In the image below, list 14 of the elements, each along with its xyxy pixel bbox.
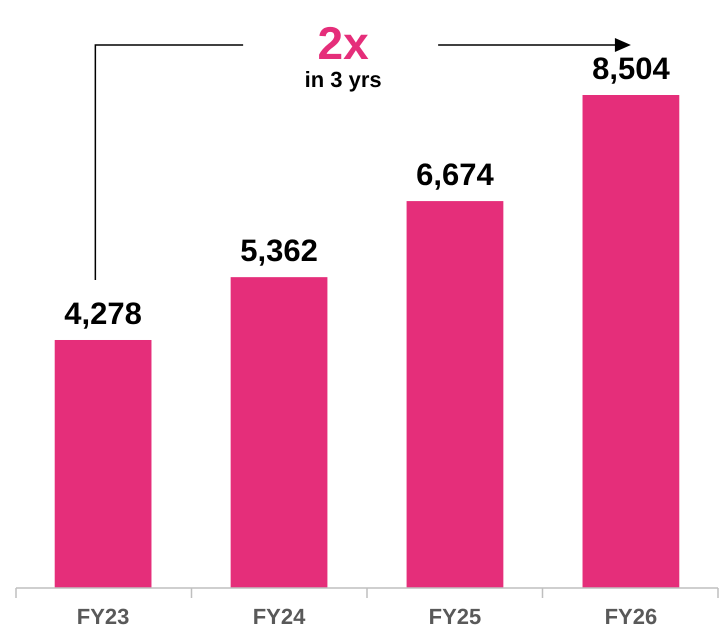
bar	[582, 95, 680, 588]
data-label: 5,362	[240, 233, 318, 268]
x-tick-label: FY23	[76, 604, 130, 629]
x-tick-label: FY24	[252, 604, 306, 629]
data-label: 6,674	[416, 157, 495, 192]
bar	[230, 277, 328, 588]
x-tick-label: FY26	[604, 604, 658, 629]
text: in 3 yrs	[304, 67, 382, 92]
bar	[54, 340, 152, 588]
x-tick-label: FY25	[428, 604, 482, 629]
bar	[406, 201, 504, 588]
text: 2x	[318, 17, 370, 69]
data-label: 4,278	[64, 296, 142, 331]
data-label: 8,504	[592, 51, 670, 86]
